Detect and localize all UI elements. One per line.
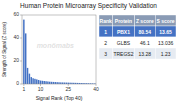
y-tick-label: 0 xyxy=(16,80,19,86)
bar xyxy=(38,80,39,84)
y-tick-label: 40 xyxy=(13,34,19,40)
bar xyxy=(49,82,50,84)
table-cell xyxy=(99,48,112,59)
table-cell xyxy=(99,37,112,48)
table-text: GLBS xyxy=(117,40,131,46)
y-tick xyxy=(20,61,22,62)
table-text: 13.65 xyxy=(159,29,172,35)
bars xyxy=(23,20,96,84)
bar xyxy=(43,81,44,84)
table-text: Z score xyxy=(136,18,154,24)
table-text: 46.1 xyxy=(140,40,150,46)
table: RankProtein Z scoreS score 1 PBX1 80.54 13.65… xyxy=(99,15,176,59)
x-tick-label: 10 xyxy=(38,86,44,92)
table-text: Rank xyxy=(100,18,112,24)
table-text: PBX1 xyxy=(117,29,130,35)
title: Human Protein Microarray Specificity Val… xyxy=(20,2,157,10)
x-tick-label: 25 xyxy=(65,86,71,92)
table-cell xyxy=(112,48,134,59)
y-tick xyxy=(20,38,22,39)
table-text: 80.54 xyxy=(139,29,152,35)
table-cell xyxy=(112,15,134,26)
table-cell xyxy=(134,37,155,48)
bar xyxy=(45,81,46,84)
table-text: 1 xyxy=(104,29,107,35)
table-text: Protein xyxy=(115,18,132,24)
table-text: S score xyxy=(157,18,175,24)
bar xyxy=(34,79,35,84)
bar xyxy=(31,77,32,84)
y-tick-label: 60 xyxy=(13,11,19,17)
table-text: 3 xyxy=(104,51,107,57)
table-cell xyxy=(155,15,176,26)
x-axis-label: Signal Rank (Top 40) xyxy=(36,95,83,101)
table-cell xyxy=(155,48,176,59)
table-text: 1.23 xyxy=(161,51,171,57)
y-tick xyxy=(20,84,22,85)
x-tick-label: 40 xyxy=(93,86,99,92)
bar xyxy=(29,74,30,84)
bar xyxy=(47,81,48,84)
table-cell xyxy=(155,26,176,37)
table-cell xyxy=(134,48,155,59)
y-axis-label: Strength of Signal (Z score) xyxy=(2,21,7,77)
table-cell xyxy=(99,26,112,37)
bar xyxy=(51,82,52,84)
bar xyxy=(25,33,26,84)
bar xyxy=(36,79,37,84)
table-cell xyxy=(112,26,134,37)
bar xyxy=(27,68,28,84)
table-cell xyxy=(112,37,134,48)
plot-frame xyxy=(22,15,96,84)
y-tick-label: 20 xyxy=(13,57,19,63)
bar xyxy=(53,82,54,84)
bar xyxy=(23,20,24,84)
table-cell xyxy=(99,15,112,26)
y-tick xyxy=(20,15,22,16)
chart: Human Protein Microarray Specificity Val… xyxy=(0,0,177,103)
table-text: 13.28 xyxy=(139,51,152,57)
table-cell xyxy=(155,37,176,48)
x-tick-label: 1 xyxy=(22,86,25,92)
table-cell xyxy=(134,15,155,26)
watermark: monömabs xyxy=(37,42,74,49)
bar xyxy=(40,81,41,84)
table-cell xyxy=(134,26,155,37)
chart-container: Human Protein Microarray Specificity Val… xyxy=(0,0,177,103)
bar xyxy=(58,82,59,84)
bar xyxy=(55,82,56,84)
table-text: TREGS2 xyxy=(113,51,133,57)
bar xyxy=(42,81,43,84)
table-text: 13.036 xyxy=(158,40,174,46)
bar xyxy=(32,78,33,84)
table-text: 2 xyxy=(104,40,107,46)
bar xyxy=(56,82,57,84)
